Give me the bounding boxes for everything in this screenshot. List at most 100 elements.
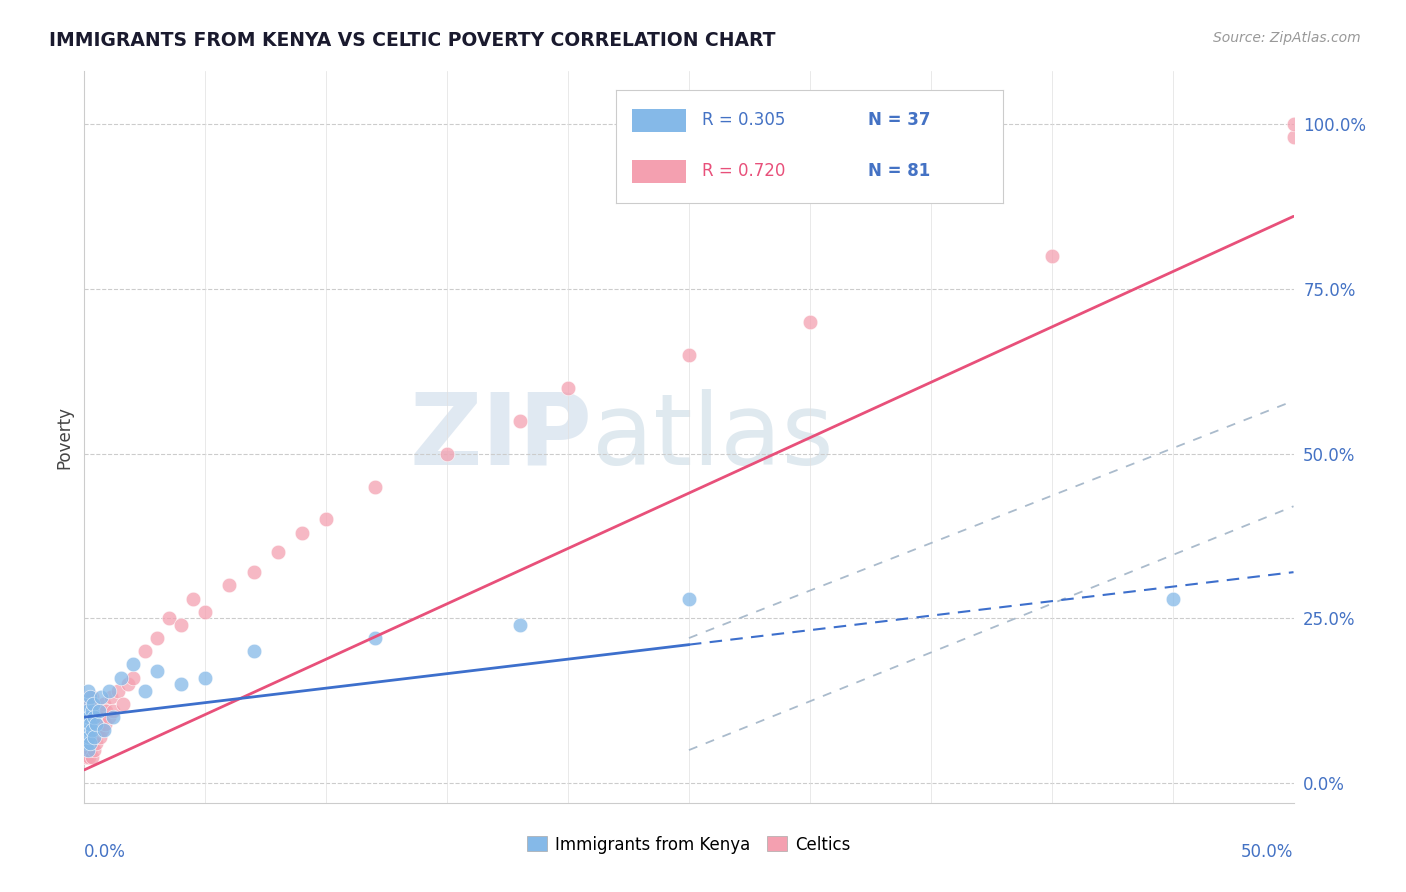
Point [86,723,108,738]
Point [82,730,104,744]
Point [181,591,204,606]
Point [79,737,101,751]
Point [291,525,314,540]
Point [1040,249,1063,263]
Point [121,657,143,672]
Point [170,677,193,691]
Point [83,730,105,744]
Point [134,683,156,698]
Point [76,730,98,744]
Point [76,723,98,738]
Point [77,737,100,751]
Point [82,737,104,751]
Point [94,716,117,731]
Point [84,710,107,724]
Point [76,723,98,738]
Point [678,348,700,362]
Point [79,737,101,751]
Point [76,723,98,738]
Point [89,730,111,744]
Point [170,618,193,632]
Point [75,697,97,711]
Point [76,710,98,724]
Point [93,697,115,711]
Point [103,710,125,724]
Point [77,704,100,718]
Point [75,743,97,757]
Point [77,743,100,757]
Point [90,690,112,705]
Point [77,683,100,698]
Point [86,716,108,731]
Point [75,730,97,744]
Point [121,671,143,685]
Point [75,710,97,724]
Point [75,737,97,751]
Text: 50.0%: 50.0% [1241,843,1294,861]
Y-axis label: Poverty: Poverty [55,406,73,468]
Point [112,697,135,711]
Point [80,704,103,718]
Point [107,683,129,698]
Point [75,730,97,744]
Point [267,545,290,559]
Point [194,671,217,685]
Point [117,677,139,691]
Point [436,446,458,460]
Point [80,749,103,764]
Point [84,730,107,744]
Point [1161,591,1184,606]
Point [79,716,101,731]
Text: 0.0%: 0.0% [84,843,127,861]
Text: ZIP: ZIP [409,389,592,485]
Point [91,723,114,738]
Point [315,512,337,526]
Point [77,723,100,738]
Point [97,683,120,698]
Point [76,737,98,751]
Point [73,743,96,757]
Point [242,644,264,658]
Point [75,716,97,731]
Point [1282,117,1305,131]
Point [86,716,108,731]
Point [77,730,100,744]
Point [76,704,98,718]
Point [90,710,112,724]
Point [134,644,156,658]
Point [557,381,579,395]
Point [77,749,100,764]
Point [79,716,101,731]
Point [242,565,264,579]
Point [86,737,108,751]
Point [83,710,105,724]
Point [363,631,385,645]
Point [76,716,98,731]
Point [218,578,240,592]
Text: atlas: atlas [592,389,834,485]
Point [77,730,100,744]
Point [77,690,100,705]
Point [77,716,100,731]
Text: Source: ZipAtlas.com: Source: ZipAtlas.com [1213,31,1361,45]
Point [157,611,180,625]
Point [76,749,98,764]
Point [80,723,103,738]
Point [79,730,101,744]
Point [77,710,100,724]
Point [509,414,531,428]
Point [75,716,97,731]
Point [80,704,103,718]
Point [75,749,97,764]
Legend: Immigrants from Kenya, Celtics: Immigrants from Kenya, Celtics [520,829,858,860]
Point [77,743,100,757]
Point [76,697,98,711]
Point [83,710,105,724]
Point [77,697,100,711]
Point [509,618,531,632]
Point [82,697,104,711]
Point [80,723,103,738]
Point [194,605,217,619]
Point [363,479,385,493]
Point [75,723,97,738]
